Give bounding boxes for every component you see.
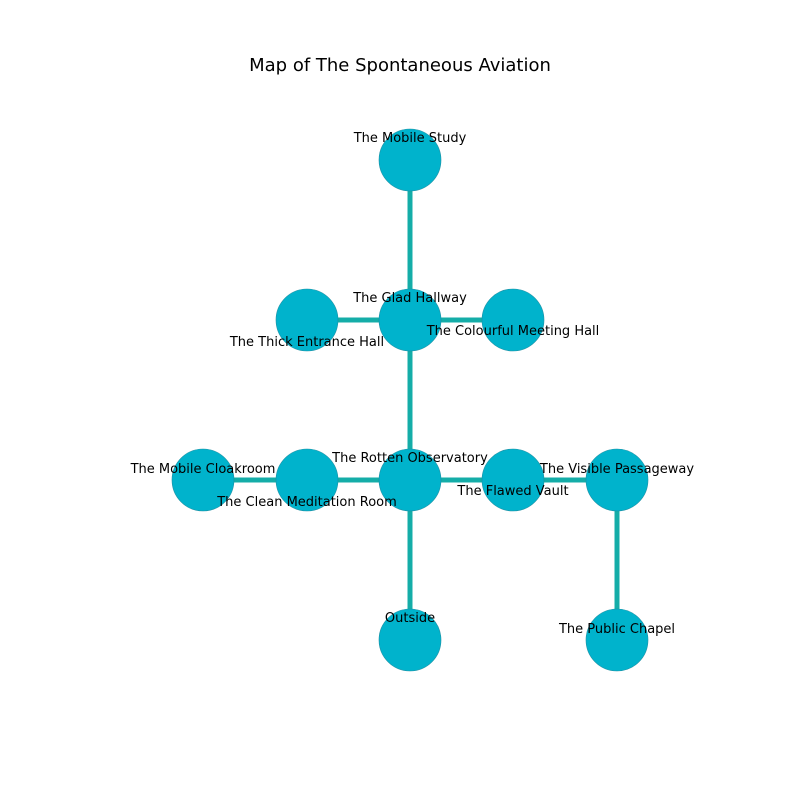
node-public-chapel bbox=[585, 608, 649, 672]
node-label-rotten-observatory: The Rotten Observatory bbox=[331, 451, 488, 466]
node-outside bbox=[378, 608, 442, 672]
node-mobile-cloakroom bbox=[171, 448, 235, 512]
node-label-thick-entrance-hall: The Thick Entrance Hall bbox=[229, 335, 384, 350]
node-label-mobile-study: The Mobile Study bbox=[353, 131, 467, 146]
node-visible-passageway bbox=[585, 448, 649, 512]
nodes-layer bbox=[171, 128, 649, 672]
node-label-visible-passageway: The Visible Passageway bbox=[539, 462, 694, 477]
node-label-flawed-vault: The Flawed Vault bbox=[456, 484, 568, 499]
node-label-glad-hallway: The Glad Hallway bbox=[352, 291, 467, 306]
edges-layer bbox=[203, 160, 620, 640]
diagram-title: Map of The Spontaneous Aviation bbox=[249, 55, 551, 76]
node-label-outside: Outside bbox=[385, 611, 435, 626]
node-colourful-meeting-hall bbox=[481, 288, 545, 352]
node-clean-meditation-room bbox=[275, 448, 339, 512]
node-rotten-observatory bbox=[378, 448, 442, 512]
node-label-colourful-meeting-hall: The Colourful Meeting Hall bbox=[426, 324, 600, 339]
node-thick-entrance-hall bbox=[275, 288, 339, 352]
node-mobile-study bbox=[378, 128, 442, 192]
node-label-clean-meditation-room: The Clean Meditation Room bbox=[216, 495, 397, 510]
node-glad-hallway bbox=[378, 288, 442, 352]
labels-layer: The Mobile Study The Glad Hallway The Thic… bbox=[130, 131, 695, 637]
node-label-public-chapel: The Public Chapel bbox=[558, 622, 675, 637]
node-label-mobile-cloakroom: The Mobile Cloakroom bbox=[130, 462, 276, 477]
node-flawed-vault bbox=[481, 448, 545, 512]
